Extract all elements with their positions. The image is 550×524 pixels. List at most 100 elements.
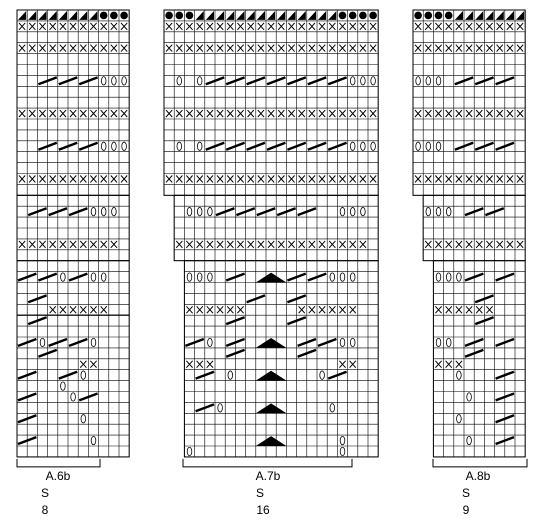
eyelet-symbol — [80, 414, 86, 424]
decrease-symbol — [246, 141, 266, 151]
decrease-symbol — [286, 272, 307, 282]
purl-cross-symbol — [328, 109, 336, 118]
purl-cross-symbol — [237, 109, 244, 118]
purl-cross-symbol — [226, 305, 234, 314]
decrease-symbol — [17, 370, 37, 380]
decrease-symbol — [27, 316, 48, 326]
decrease-symbol — [495, 272, 515, 282]
purl-cross-symbol — [328, 44, 336, 52]
purl-cross-symbol — [59, 109, 67, 118]
decrease-symbol — [327, 370, 348, 380]
purl-cross-symbol — [100, 240, 108, 249]
purl-cross-symbol — [247, 109, 255, 118]
purl-cross-symbol — [298, 44, 306, 52]
eyelet-symbol — [425, 76, 431, 86]
decrease-symbol — [286, 141, 307, 151]
purl-cross-symbol — [216, 175, 224, 183]
purl-cross-symbol — [349, 44, 357, 52]
purl-cross-symbol — [79, 360, 87, 369]
purl-cross-symbol — [18, 109, 26, 118]
purl-cross-symbol — [267, 22, 275, 31]
eyelet-symbol — [217, 403, 223, 413]
purl-cross-symbol — [349, 22, 357, 31]
purl-cross-symbol — [445, 305, 453, 314]
purl-cross-symbol — [298, 175, 306, 183]
purl-cross-symbol — [257, 240, 265, 249]
purl-cross-symbol — [349, 240, 357, 249]
purl-cross-symbol — [465, 240, 473, 249]
purl-cross-symbol — [49, 22, 57, 31]
purl-cross-symbol — [267, 175, 275, 183]
purl-cross-symbol — [339, 305, 346, 314]
purl-cross-symbol — [39, 175, 46, 183]
purl-cross-symbol — [18, 240, 26, 249]
eyelet-symbol — [100, 207, 107, 217]
purl-cross-symbol — [496, 44, 504, 52]
eyelet-symbol — [350, 207, 356, 217]
purl-cross-symbol — [308, 175, 316, 183]
purl-cross-symbol — [206, 240, 214, 249]
purl-cross-symbol — [59, 240, 67, 249]
eyelet-symbol — [350, 141, 356, 151]
eyelet-symbol — [435, 337, 442, 348]
purl-cross-symbol — [100, 109, 108, 118]
purl-cross-symbol — [486, 240, 493, 249]
purl-cross-symbol — [435, 109, 442, 118]
purl-cross-symbol — [475, 109, 483, 118]
purl-cross-symbol — [359, 109, 367, 118]
purl-cross-symbol — [90, 360, 97, 369]
decrease-symbol — [307, 76, 327, 86]
cast-off-dot-symbol — [120, 11, 128, 20]
purl-cross-symbol — [28, 109, 36, 118]
purl-cross-symbol — [475, 305, 483, 314]
decrease-symbol — [205, 76, 225, 86]
chart-a8b — [412, 9, 528, 468]
decrease-symbol — [307, 272, 327, 282]
purl-cross-symbol — [186, 175, 193, 183]
decrease-symbol — [246, 76, 266, 86]
purl-cross-symbol — [359, 240, 367, 249]
eyelet-symbol — [90, 207, 97, 217]
purl-cross-symbol — [247, 240, 255, 249]
half-square-symbol — [256, 11, 265, 20]
decrease-symbol — [464, 348, 484, 358]
half-square-symbol — [205, 11, 214, 20]
grid-block — [422, 194, 526, 262]
decrease-symbol — [297, 207, 317, 217]
purl-cross-symbol — [186, 305, 193, 314]
decrease-symbol — [225, 316, 246, 326]
decrease-symbol — [464, 337, 484, 348]
purl-cross-symbol — [237, 305, 244, 314]
purl-cross-symbol — [506, 109, 514, 118]
eyelet-symbol — [350, 76, 356, 86]
cast-off-dot-symbol — [359, 11, 367, 20]
purl-cross-symbol — [288, 175, 295, 183]
purl-cross-symbol — [277, 109, 285, 118]
half-square-symbol — [226, 11, 235, 20]
purl-cross-symbol — [424, 22, 432, 31]
decrease-symbol — [495, 76, 515, 86]
eyelet-symbol — [415, 141, 421, 151]
decrease-symbol — [495, 370, 515, 380]
purl-cross-symbol — [196, 109, 204, 118]
cast-off-dot-symbol — [338, 11, 347, 20]
purl-cross-symbol — [59, 22, 67, 31]
decrease-symbol — [48, 207, 68, 217]
eyelet-symbol — [111, 76, 117, 86]
purl-cross-symbol — [486, 109, 493, 118]
decrease-symbol — [37, 76, 58, 86]
purl-cross-symbol — [277, 175, 285, 183]
stitch-count: 8 — [42, 503, 49, 517]
purl-cross-symbol — [339, 240, 346, 249]
size-label: S — [41, 486, 49, 500]
purl-cross-symbol — [247, 175, 255, 183]
cast-off-dot-symbol — [424, 11, 433, 20]
eyelet-symbol — [456, 272, 462, 282]
eyelet-symbol — [100, 272, 107, 282]
purl-cross-symbol — [424, 240, 432, 249]
purl-cross-symbol — [247, 22, 255, 31]
purl-cross-symbol — [349, 360, 357, 369]
decrease-symbol — [27, 207, 48, 217]
eyelet-symbol — [370, 76, 376, 86]
purl-cross-symbol — [445, 44, 453, 52]
